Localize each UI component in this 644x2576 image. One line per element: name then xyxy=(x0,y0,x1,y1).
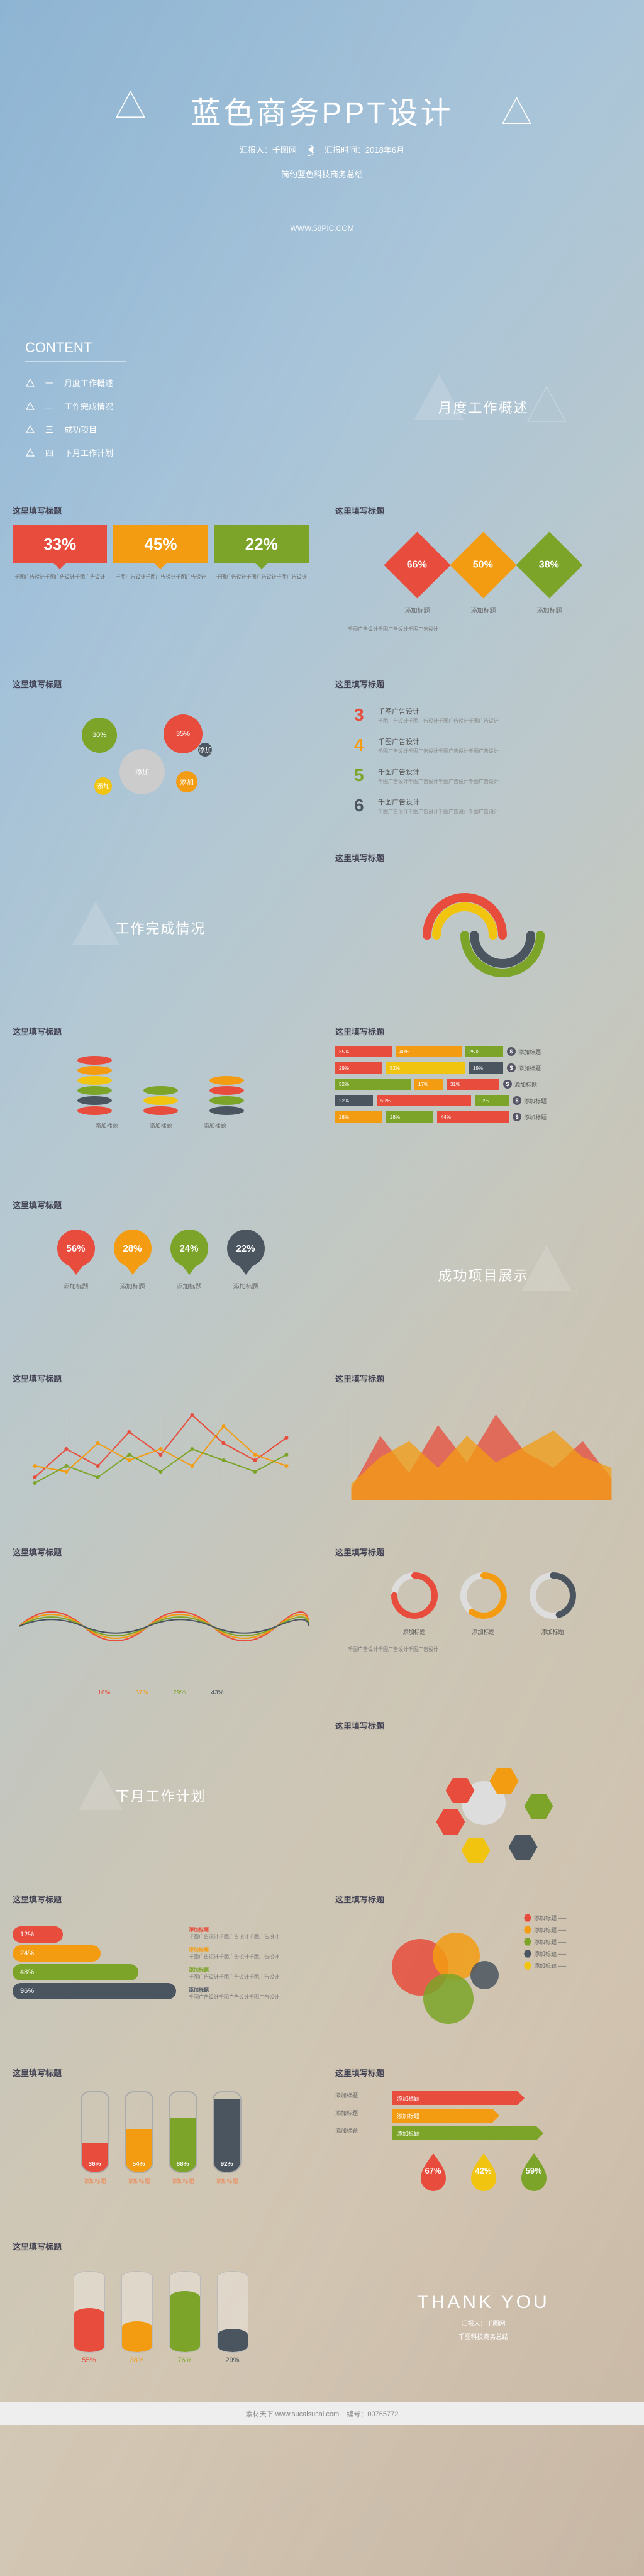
bottles-slide: 这里填写标题 36%54%68%92% 添加标题添加标题添加标题添加标题 xyxy=(0,2057,321,2229)
watermark-site: 素材天下 www.sucaisucai.com xyxy=(246,2411,340,2418)
slide-heading: 这里填写标题 xyxy=(335,1372,631,1384)
thanks-subtitle: 千图科技商务总结 xyxy=(458,2331,509,2341)
wave-slide: 这里填写标题 16%37%29%43% xyxy=(0,1536,321,1708)
cylinders-slide: 这里填写标题 55%38%76%29% xyxy=(0,2230,321,2402)
decorative-triangle xyxy=(113,88,148,123)
pins-slide: 这里填写标题 56%添加标题28%添加标题24%添加标题22%添加标题 xyxy=(0,1189,321,1361)
slide-heading: 这里填写标题 xyxy=(335,1893,631,1905)
line-chart xyxy=(13,1393,309,1513)
slide-heading: 这里填写标题 xyxy=(13,1893,309,1905)
report-date: 汇报时间：2018年6月 xyxy=(325,143,404,155)
hex-diagram xyxy=(335,1740,631,1866)
thanks-title: THANK YOU xyxy=(417,2292,549,2313)
wave-chart xyxy=(13,1567,309,1686)
slide-heading: 这里填写标题 xyxy=(13,1025,309,1037)
venn-slide: 这里填写标题 添加标题 ──添加标题 ──添加标题 ──添加标题 ──添加标题 … xyxy=(323,1883,644,2055)
thanks-reporter: 汇报人：千图网 xyxy=(462,2318,506,2328)
donuts-slide: 这里填写标题 添加标题添加标题添加标题 千图广告设计千图广告设计千图广告设计 xyxy=(323,1536,644,1708)
arc-chart xyxy=(335,872,631,998)
section-3: 成功项目展示 xyxy=(323,1189,644,1361)
decorative-triangle xyxy=(525,384,569,428)
cover-title: 蓝色商务PPT设计 xyxy=(191,88,453,132)
slide-heading: 这里填写标题 xyxy=(13,2240,309,2252)
cover-website: WWW.58PIC.COM xyxy=(290,224,353,233)
decorative-triangle xyxy=(69,898,123,952)
pct-boxes-slide: 这里填写标题 33%千图广告设计千图广告设计千图广告设计45%千图广告设计千图广… xyxy=(0,494,321,667)
slide-heading: 这里填写标题 xyxy=(335,852,631,863)
area-chart-slide: 这里填写标题 xyxy=(323,1362,644,1535)
section-4: 下月工作计划 xyxy=(0,1709,321,1882)
section-1: 月度工作概述 xyxy=(323,321,644,493)
funnel-slide: 这里填写标题 12%24%48%96% 添加标题千图广告设计千图广告设计千图广告… xyxy=(0,1883,321,2055)
description: 千图广告设计千图广告设计千图广告设计 xyxy=(335,626,631,633)
slide-heading: 这里填写标题 xyxy=(13,1546,309,1558)
slide-heading: 这里填写标题 xyxy=(335,1025,631,1037)
hbars-slide: 这里填写标题 35%40%25%$添加标题29%52%19%$添加标题52%17… xyxy=(323,1015,644,1187)
disk-label: 添加标题 xyxy=(95,1121,118,1130)
slide-grid: CONTENT 一月度工作概述二工作完成情况三成功项目四下月工作计划 月度工作概… xyxy=(0,321,644,2402)
section-title: 下月工作计划 xyxy=(115,1785,206,1806)
slide-heading: 这里填写标题 xyxy=(13,504,309,516)
area-chart xyxy=(335,1393,631,1513)
slide-heading: 这里填写标题 xyxy=(335,504,631,516)
slide-heading: 这里填写标题 xyxy=(335,1719,631,1731)
numbers-slide: 这里填写标题 3千图广告设计千图广告设计千图广告设计千图广告设计千图广告设计4千… xyxy=(323,668,644,840)
speaker-icon xyxy=(308,146,313,153)
arrows-slide: 这里填写标题 添加标题添加标题添加标题 添加标题添加标题添加标题 67%42%5… xyxy=(323,2057,644,2229)
section-2: 工作完成情况 xyxy=(0,841,321,1014)
content-heading: CONTENT xyxy=(25,340,126,362)
decorative-triangle xyxy=(499,94,534,129)
watermark-id: 编号：00765772 xyxy=(347,2411,398,2418)
section-title: 成功项目展示 xyxy=(438,1265,528,1285)
slide-heading: 这里填写标题 xyxy=(335,2067,631,2079)
slide-heading: 这里填写标题 xyxy=(335,1546,631,1558)
thanks-slide: THANK YOU 汇报人：千图网 千图科技商务总结 xyxy=(323,2230,644,2402)
footer-watermark: 素材天下 www.sucaisucai.com 编号：00765772 xyxy=(0,2402,644,2425)
decorative-triangle xyxy=(411,371,467,428)
slide-heading: 这里填写标题 xyxy=(335,678,631,690)
disks-slide: 这里填写标题 添加标题 添加标题 添加标题 xyxy=(0,1015,321,1187)
slide-heading: 这里填写标题 xyxy=(13,678,309,690)
section-title: 工作完成情况 xyxy=(115,918,206,938)
disk-label: 添加标题 xyxy=(149,1121,172,1130)
hex-slide: 这里填写标题 xyxy=(323,1709,644,1882)
description: 千图广告设计千图广告设计千图广告设计 xyxy=(335,1646,631,1653)
arc-slide: 这里填写标题 xyxy=(323,841,644,1014)
reporter: 汇报人：千图网 xyxy=(240,143,297,155)
cover-slide: 蓝色商务PPT设计 汇报人：千图网 汇报时间：2018年6月 简约蓝色科技商务总… xyxy=(0,0,644,321)
diamonds-slide: 这里填写标题 66%50%38% 添加标题添加标题添加标题 千图广告设计千图广告… xyxy=(323,494,644,667)
cover-meta: 汇报人：千图网 汇报时间：2018年6月 xyxy=(240,143,404,155)
slide-heading: 这里填写标题 xyxy=(13,2067,309,2079)
cover-subtitle: 简约蓝色科技商务总结 xyxy=(281,168,363,180)
bubbles-slide: 这里填写标题 30%35%添加添加添加添加 xyxy=(0,668,321,840)
slide-heading: 这里填写标题 xyxy=(13,1372,309,1384)
decorative-triangle xyxy=(75,1766,126,1816)
disk-label: 添加标题 xyxy=(204,1121,226,1130)
line-chart-slide: 这里填写标题 xyxy=(0,1362,321,1535)
content-slide: CONTENT 一月度工作概述二工作完成情况三成功项目四下月工作计划 xyxy=(0,321,321,493)
decorative-triangle xyxy=(518,1242,575,1299)
slide-heading: 这里填写标题 xyxy=(13,1199,309,1211)
